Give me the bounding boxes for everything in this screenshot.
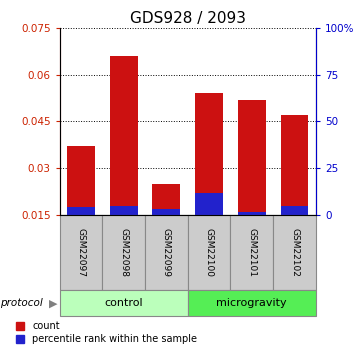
Bar — [60, 290, 188, 316]
Bar — [188, 215, 230, 290]
Text: protocol: protocol — [0, 298, 43, 308]
Bar — [67, 207, 95, 215]
Bar — [273, 215, 316, 290]
Text: GSM22098: GSM22098 — [119, 228, 128, 277]
Text: GSM22101: GSM22101 — [247, 228, 256, 277]
Text: ▶: ▶ — [49, 298, 57, 308]
Bar — [152, 209, 180, 215]
Bar — [67, 147, 95, 215]
Text: GSM22097: GSM22097 — [77, 228, 86, 277]
Bar — [195, 194, 223, 215]
Text: GSM22100: GSM22100 — [205, 228, 214, 277]
Bar — [195, 93, 223, 215]
Text: microgravity: microgravity — [217, 298, 287, 308]
Title: GDS928 / 2093: GDS928 / 2093 — [130, 11, 246, 27]
Text: GSM22099: GSM22099 — [162, 228, 171, 277]
Bar — [280, 115, 308, 215]
Bar — [238, 212, 266, 215]
Bar — [230, 215, 273, 290]
Bar — [110, 56, 138, 215]
Bar — [238, 100, 266, 215]
Bar — [60, 215, 102, 290]
Bar — [110, 206, 138, 215]
Bar — [152, 184, 180, 215]
Bar — [280, 206, 308, 215]
Text: GSM22102: GSM22102 — [290, 228, 299, 277]
Text: control: control — [104, 298, 143, 308]
Legend: count, percentile rank within the sample: count, percentile rank within the sample — [16, 322, 197, 344]
Bar — [145, 215, 188, 290]
Bar — [102, 215, 145, 290]
Bar — [188, 290, 316, 316]
